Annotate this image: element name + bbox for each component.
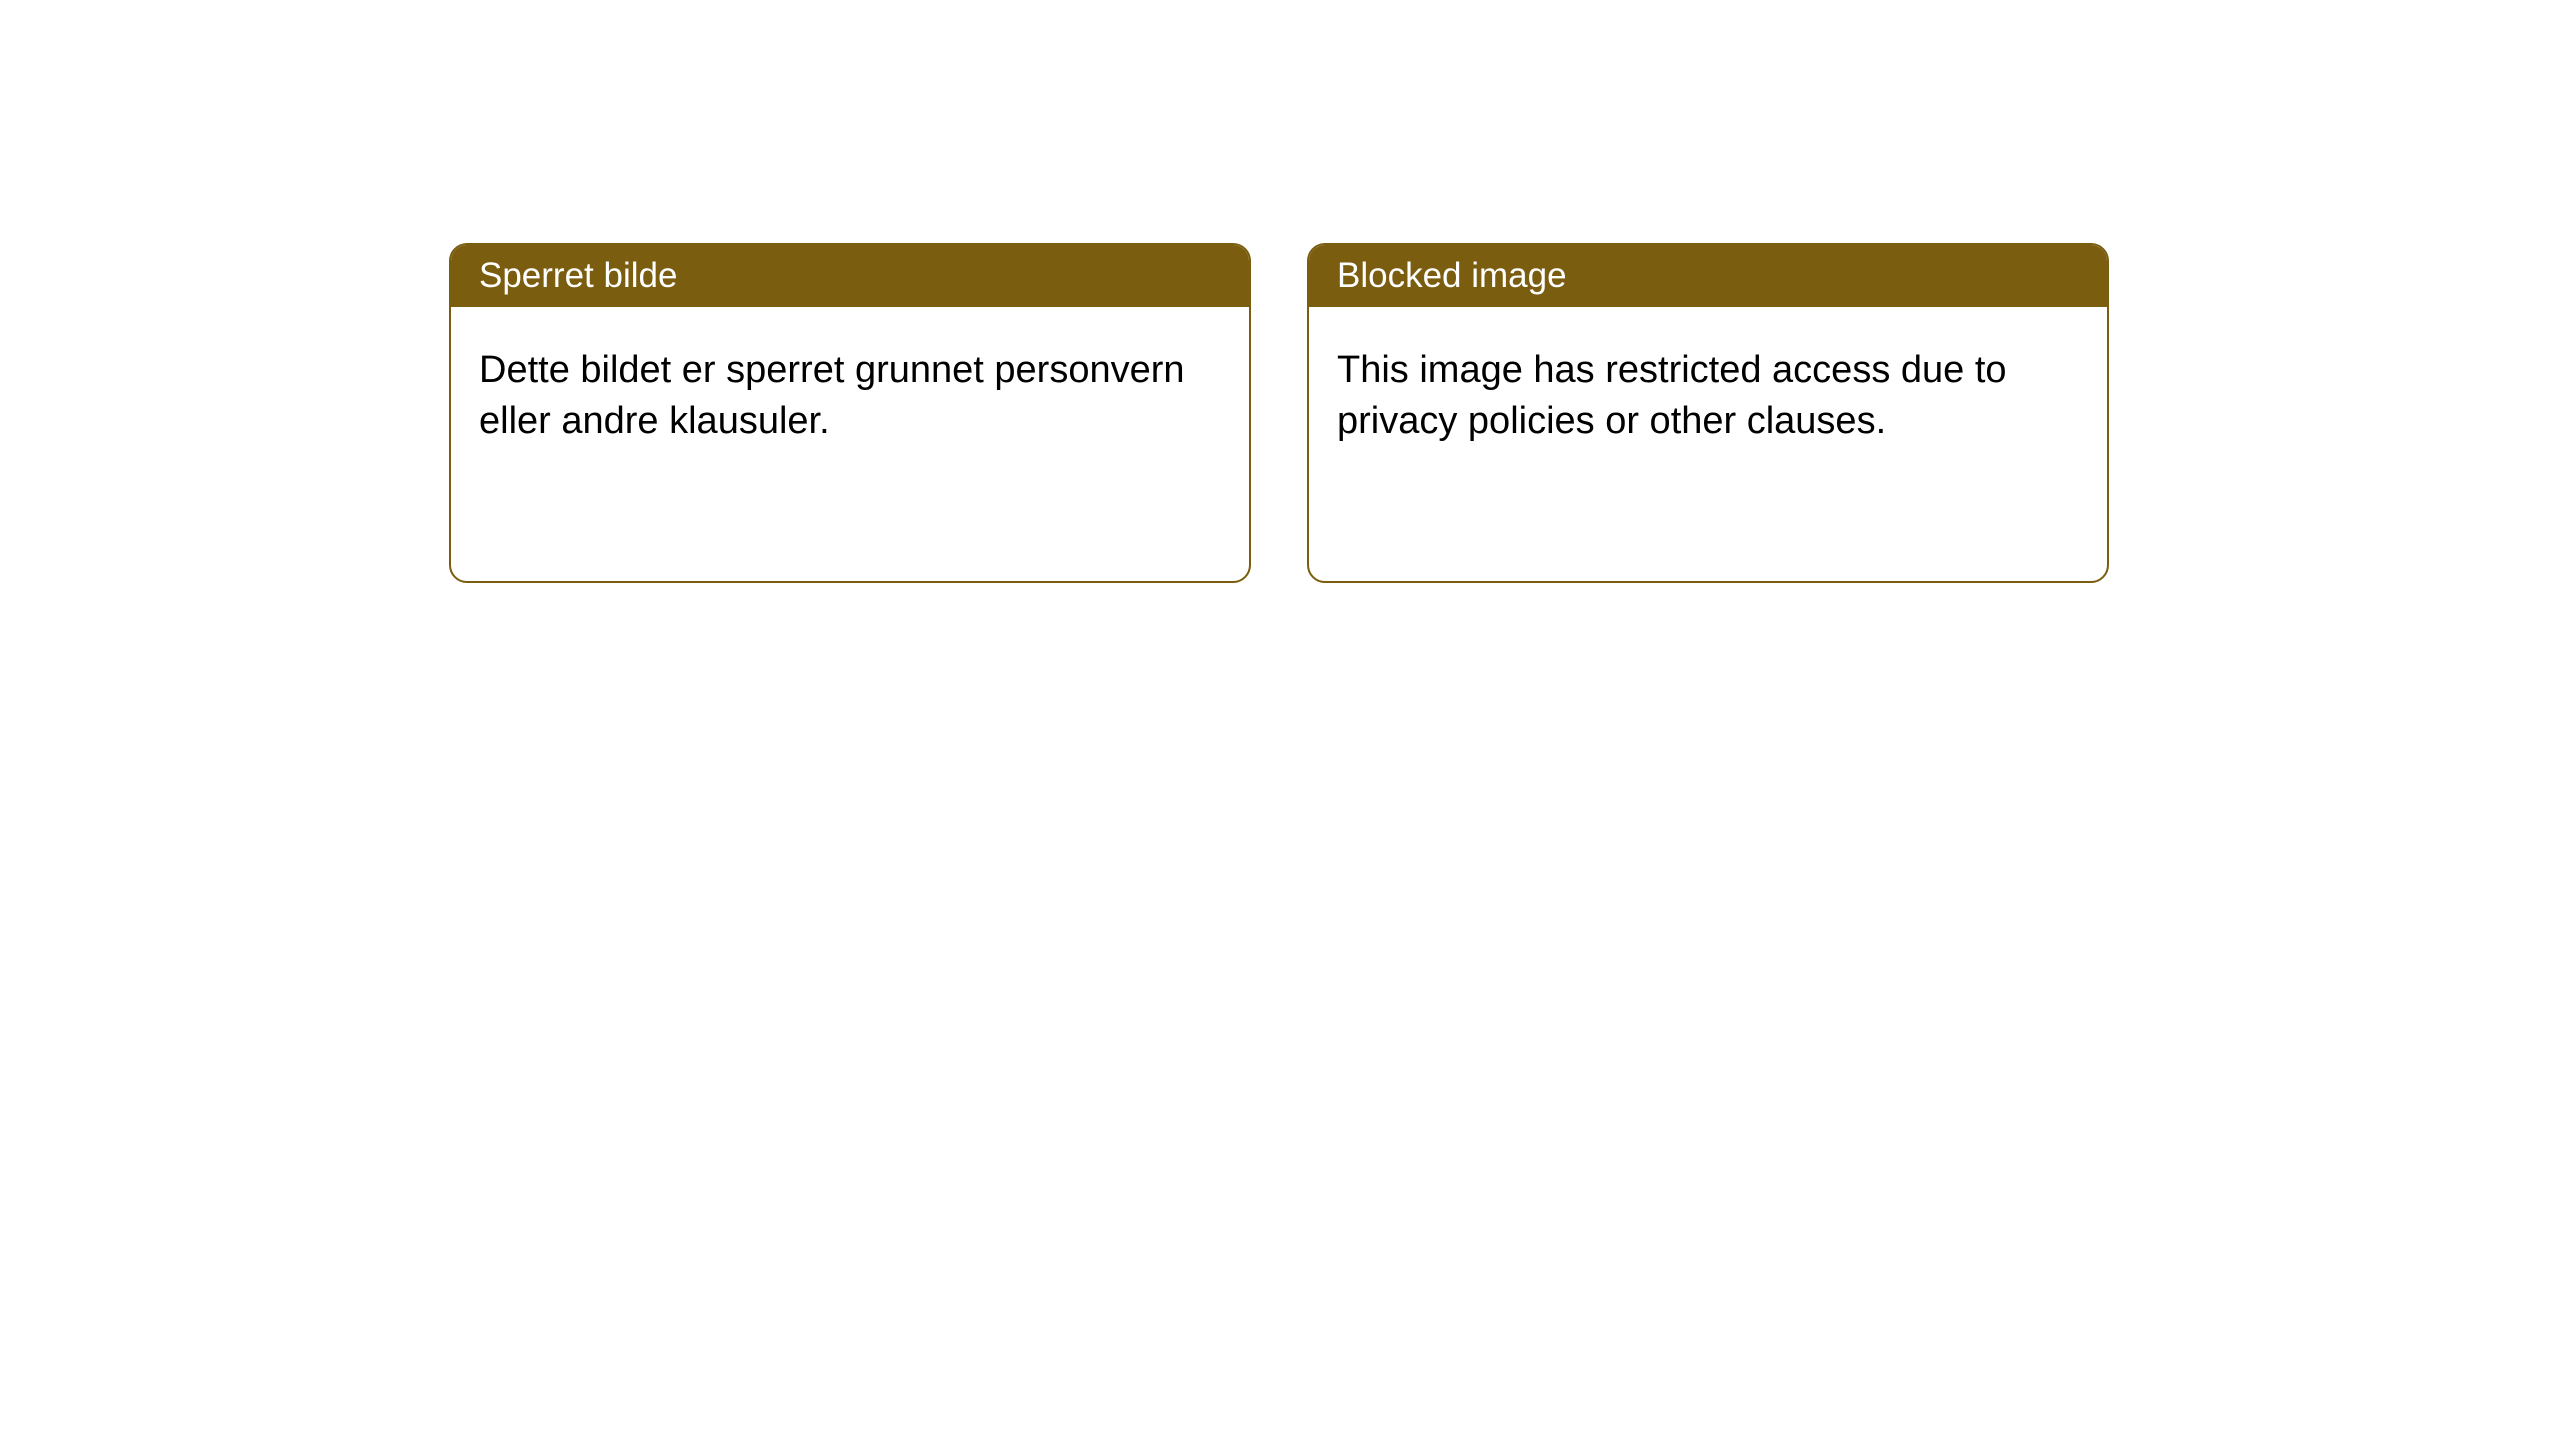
blocked-image-card-no: Sperret bilde Dette bildet er sperret gr… xyxy=(449,243,1251,583)
card-header-text-en: Blocked image xyxy=(1337,256,1567,296)
card-body-text-no: Dette bildet er sperret grunnet personve… xyxy=(479,349,1185,442)
card-body-en: This image has restricted access due to … xyxy=(1309,307,2107,486)
card-header-no: Sperret bilde xyxy=(451,245,1249,307)
notice-cards-container: Sperret bilde Dette bildet er sperret gr… xyxy=(449,243,2109,583)
card-header-en: Blocked image xyxy=(1309,245,2107,307)
card-body-text-en: This image has restricted access due to … xyxy=(1337,349,2007,442)
card-body-no: Dette bildet er sperret grunnet personve… xyxy=(451,307,1249,486)
blocked-image-card-en: Blocked image This image has restricted … xyxy=(1307,243,2109,583)
card-header-text-no: Sperret bilde xyxy=(479,256,677,296)
